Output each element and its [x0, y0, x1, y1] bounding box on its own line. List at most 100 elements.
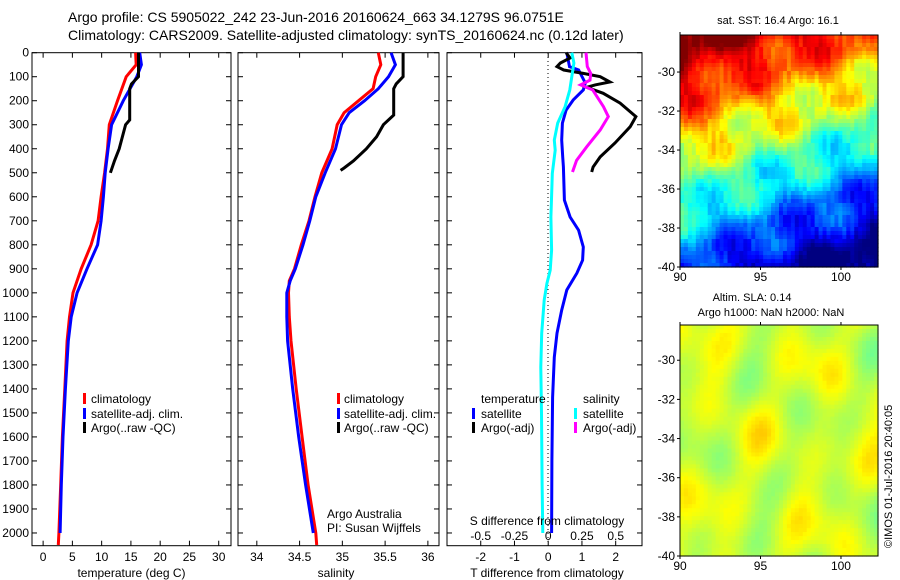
map-cell	[850, 131, 855, 136]
map-cell	[711, 83, 717, 88]
map-cell	[759, 239, 764, 244]
map-cell	[743, 432, 748, 438]
map-cell	[707, 259, 713, 264]
map-cell	[759, 368, 764, 374]
map-cell	[687, 203, 693, 208]
map-cell	[699, 179, 705, 184]
map-cell	[723, 360, 729, 366]
map-cell	[755, 135, 760, 140]
map-cell	[846, 191, 851, 196]
map-cell	[723, 496, 729, 501]
map-cell	[680, 428, 685, 434]
map-cell	[703, 476, 709, 481]
map-cell	[695, 139, 701, 144]
map-cell	[858, 207, 863, 212]
map-cell	[691, 175, 697, 180]
map-cell	[699, 468, 705, 473]
map-cell	[739, 91, 744, 96]
map-cell	[707, 540, 713, 545]
map-cell	[711, 227, 717, 232]
map-cell	[699, 35, 705, 40]
map-cell	[715, 107, 721, 112]
map-cell	[782, 396, 788, 402]
map-cell	[723, 255, 729, 260]
map-cell	[743, 255, 748, 260]
map-cell	[782, 420, 788, 426]
map-cell	[755, 460, 760, 465]
map-cell	[802, 187, 808, 192]
map-cell	[794, 243, 800, 248]
map-cell	[703, 195, 709, 200]
map-cell	[826, 263, 832, 268]
map-cell	[790, 51, 796, 56]
map-cell	[767, 107, 772, 112]
map-cell	[711, 464, 717, 469]
map-cell	[727, 376, 733, 382]
map-cell	[755, 536, 760, 541]
map-cell	[806, 99, 812, 104]
map-cell	[798, 368, 804, 374]
map-cell	[747, 235, 752, 240]
map-cell	[699, 215, 705, 220]
map-cell	[870, 143, 875, 148]
map-cell	[731, 428, 737, 434]
map-cell	[695, 428, 701, 434]
map-cell	[683, 203, 689, 208]
map-cell	[703, 43, 709, 48]
map-cell	[874, 135, 879, 140]
map-cell	[794, 544, 800, 549]
map-cell	[735, 163, 740, 168]
map-cell	[850, 123, 855, 128]
map-cell	[711, 544, 717, 549]
map-cell	[771, 532, 776, 537]
map-cell	[743, 444, 748, 450]
map-cell	[680, 364, 685, 370]
map-cell	[794, 468, 800, 473]
map-cell	[870, 39, 875, 44]
map-cell	[866, 39, 871, 44]
map-cell	[850, 239, 855, 244]
map-cell	[810, 187, 816, 192]
map-cell	[846, 255, 851, 260]
map-cell	[743, 388, 748, 394]
map-cell	[707, 372, 713, 378]
map-cell	[751, 215, 756, 220]
map-cell	[699, 91, 705, 96]
map-cell	[691, 456, 697, 462]
map-cell	[723, 380, 729, 386]
map-cell	[739, 325, 744, 330]
map-cell	[794, 55, 800, 60]
map-cell	[699, 325, 705, 330]
map-cell	[687, 235, 693, 240]
map-cell	[842, 175, 847, 180]
map-cell	[735, 496, 740, 501]
map-cell	[838, 35, 843, 40]
map-cell	[751, 175, 756, 180]
map-cell	[775, 151, 780, 156]
map-cell	[838, 227, 843, 232]
map-cell	[850, 71, 855, 76]
map-cell	[751, 436, 756, 442]
map-cell	[842, 139, 847, 144]
map-cell	[870, 111, 875, 116]
map-cell	[767, 496, 772, 501]
map-cell	[775, 472, 780, 477]
map-cell	[814, 151, 820, 156]
map-cell	[858, 231, 863, 236]
map-cell	[858, 99, 863, 104]
map-cell	[731, 488, 737, 493]
map-cell	[747, 243, 752, 248]
map-cell	[695, 352, 701, 358]
map-cell	[838, 143, 843, 148]
map-cell	[822, 263, 828, 268]
map-cell	[715, 536, 721, 541]
map-cell	[806, 191, 812, 196]
map-cell	[826, 75, 832, 80]
map-cell	[723, 83, 729, 88]
legend-label: satellite-adj. clim.	[91, 407, 183, 421]
map-cell	[707, 151, 713, 156]
map-cell	[727, 43, 733, 48]
map-cell	[830, 227, 836, 232]
map-cell	[786, 484, 792, 489]
map-cell	[870, 235, 875, 240]
